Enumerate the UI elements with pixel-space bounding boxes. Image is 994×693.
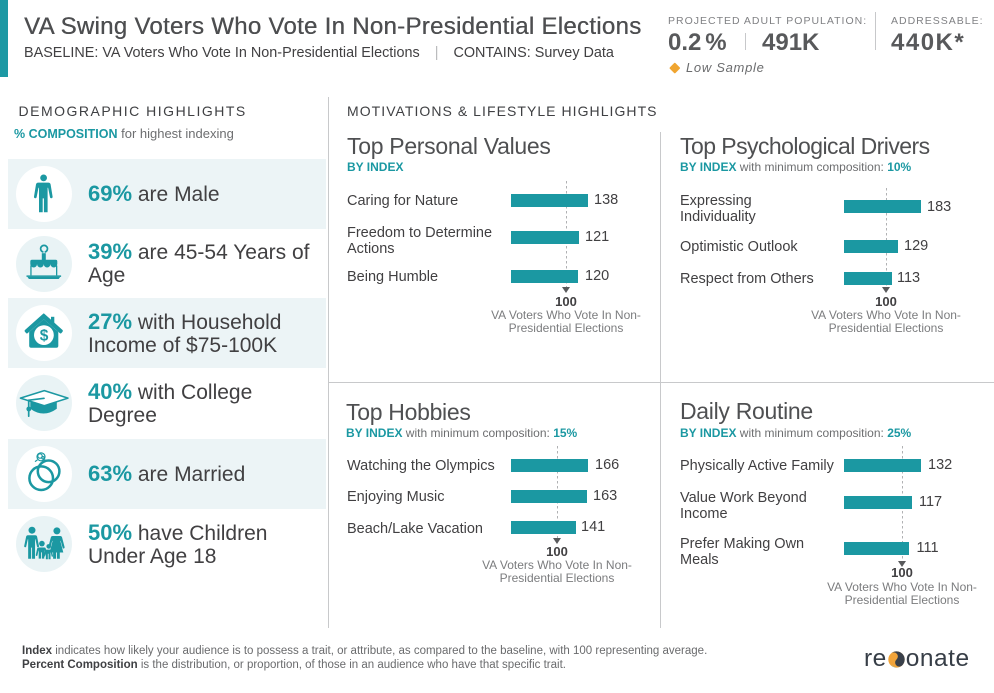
svg-text:$: $ [40, 327, 49, 344]
